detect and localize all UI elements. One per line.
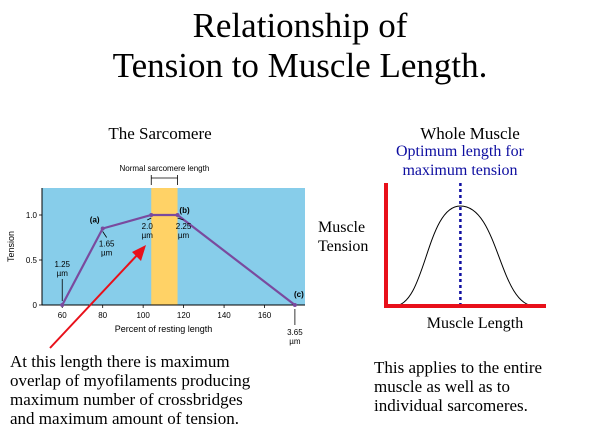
x-tick-label: 160 — [258, 311, 272, 320]
overlap-note-line: maximum number of crossbridges — [10, 390, 243, 409]
length-label: 2.0 — [142, 222, 154, 231]
curve-point — [175, 213, 180, 217]
page-title-line-1: Relationship of — [192, 6, 408, 45]
x-tick-label: 120 — [177, 311, 191, 320]
whole-muscle-heading: Whole Muscle — [420, 124, 520, 143]
length-label: µm — [178, 231, 190, 240]
optimum-label-line-2: maximum tension — [402, 162, 518, 179]
applies-note-line: muscle as well as to — [374, 377, 510, 396]
point-label: (a) — [90, 216, 100, 225]
length-label: 2.25 — [176, 222, 192, 231]
length-label: µm — [57, 269, 69, 278]
applies-note-line: This applies to the entire — [374, 358, 543, 377]
sarcomere-heading: The Sarcomere — [108, 124, 212, 143]
length-label: 1.65 — [99, 240, 115, 249]
length-label: 1.25 — [54, 260, 70, 269]
y-axis-label: Tension — [6, 231, 16, 262]
applies-note-line: individual sarcomeres. — [374, 396, 528, 415]
overlap-note-line: overlap of myofilaments producing — [10, 371, 251, 390]
point-label: (c) — [294, 290, 304, 299]
normal-length-bracket — [150, 175, 178, 185]
curve-point — [292, 303, 297, 307]
y-tick-label: 0 — [33, 301, 38, 310]
curve-point — [149, 213, 154, 217]
overlap-note-line: At this length there is maximum — [10, 352, 230, 371]
length-label: 3.65 — [287, 328, 303, 337]
muscle-tension-label-line-1: Muscle — [318, 219, 366, 236]
x-tick-label: 80 — [98, 311, 107, 320]
applies-note: This applies to the entire muscle as wel… — [374, 358, 600, 415]
curve-point — [60, 303, 65, 307]
overlap-note-line: and maximum amount of tension. — [10, 409, 239, 428]
label-arrow — [147, 217, 152, 221]
muscle-tension-label-line-2: Tension — [318, 238, 369, 255]
page-title-line-2: Tension to Muscle Length. — [112, 46, 488, 85]
whole-muscle-chart — [384, 183, 546, 308]
optimum-label-line-1: Optimum length for — [396, 143, 524, 160]
muscle-length-label: Muscle Length — [426, 315, 524, 332]
point-label: (b) — [179, 206, 190, 215]
bell-curve — [393, 205, 536, 307]
curve-point — [100, 226, 105, 231]
sarcomere-tension-chart: Normal sarcomere length 60 80 100 120 140 160… — [6, 164, 305, 346]
x-tick-label: 60 — [58, 311, 67, 320]
optimal-length-band — [151, 188, 178, 305]
length-label: µm — [101, 249, 113, 258]
y-tick-label: 0.5 — [26, 256, 38, 265]
overlap-note: At this length there is maximum overlap … — [10, 352, 310, 428]
x-tick-label: 140 — [217, 311, 231, 320]
x-axis-label: Percent of resting length — [115, 324, 213, 334]
x-tick-label: 100 — [136, 311, 150, 320]
y-tick-label: 1.0 — [26, 211, 38, 220]
normal-length-label: Normal sarcomere length — [119, 164, 209, 173]
length-label: µm — [289, 337, 301, 346]
label-arrow — [177, 217, 184, 221]
length-label: µm — [142, 231, 154, 240]
label-arrow — [102, 231, 108, 238]
